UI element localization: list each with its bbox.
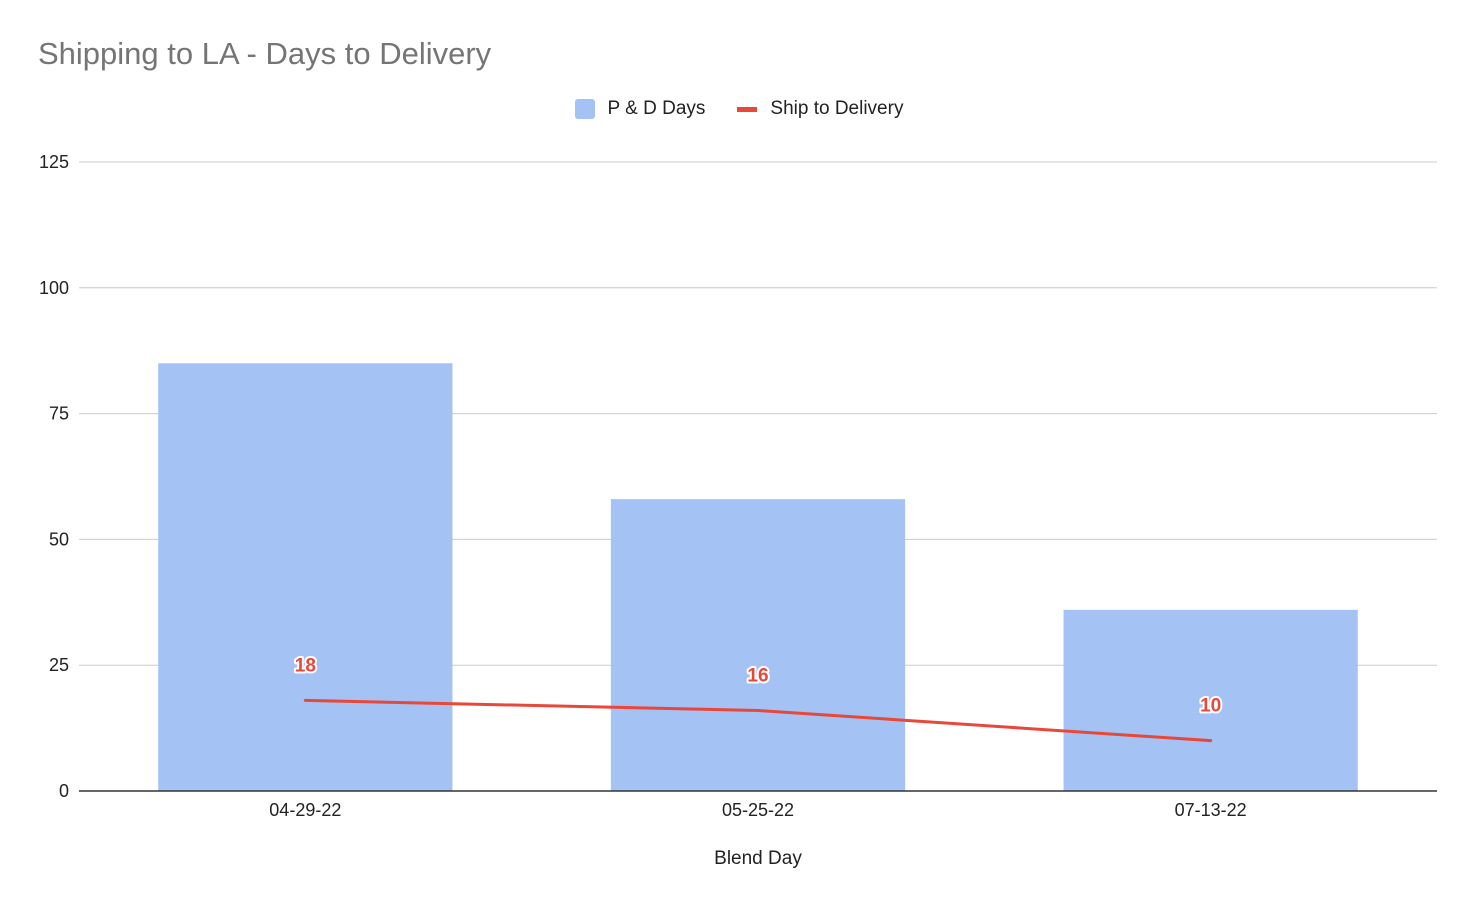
y-tick-label: 100 <box>39 278 69 298</box>
bar <box>158 363 453 791</box>
bar <box>610 499 906 791</box>
y-tick-label: 125 <box>39 152 69 172</box>
line-point <box>756 708 760 712</box>
line-point <box>303 698 307 702</box>
y-tick-label: 75 <box>49 404 69 424</box>
data-label: 10 <box>1200 696 1221 717</box>
y-tick-label: 0 <box>59 781 69 801</box>
x-tick-label: 07-13-22 <box>1175 800 1247 820</box>
x-axis-title: Blend Day <box>714 848 802 869</box>
y-tick-label: 25 <box>49 655 69 675</box>
legend-swatch-bar <box>574 99 595 119</box>
legend-item-line[interactable]: Ship to Delivery <box>737 98 903 120</box>
legend-label-bar: P & D Days <box>607 98 706 119</box>
data-label: 18 <box>295 655 316 676</box>
legend-item-bar[interactable]: P & D Days <box>574 98 706 120</box>
line-point <box>1209 739 1213 743</box>
bar <box>1063 609 1358 791</box>
x-tick-label: 05-25-22 <box>722 800 794 820</box>
data-label: 16 <box>747 665 768 686</box>
y-tick-label: 50 <box>49 529 69 549</box>
legend-swatch-line <box>737 106 758 112</box>
x-tick-label: 04-29-22 <box>269 800 341 820</box>
legend-label-line: Ship to Delivery <box>770 98 904 119</box>
legend: P & D Days Ship to Delivery <box>0 98 1478 120</box>
chart-title: Shipping to LA - Days to Delivery <box>38 36 492 71</box>
